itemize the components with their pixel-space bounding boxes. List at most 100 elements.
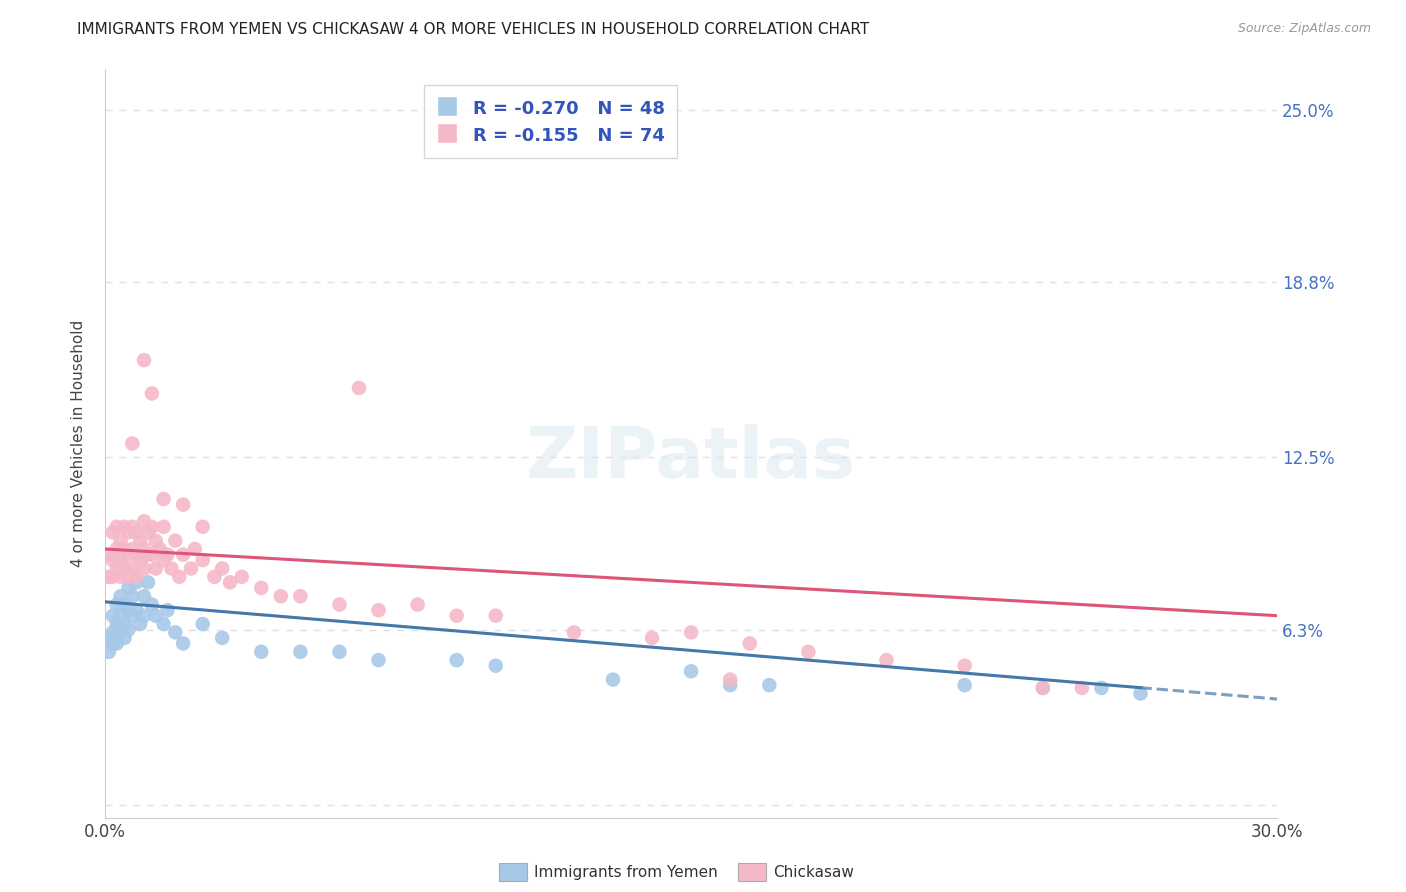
- Point: [129, 617, 152, 632]
- Point: [141, 548, 163, 562]
- Point: [156, 603, 179, 617]
- Point: [136, 548, 159, 562]
- Text: Source: ZipAtlas.com: Source: ZipAtlas.com: [1237, 22, 1371, 36]
- Point: [101, 625, 124, 640]
- Point: [758, 678, 780, 692]
- Point: [97, 548, 120, 562]
- Point: [1032, 681, 1054, 695]
- Point: [562, 625, 585, 640]
- Point: [121, 542, 143, 557]
- Point: [156, 548, 179, 562]
- Point: [160, 561, 183, 575]
- Point: [953, 678, 976, 692]
- Point: [165, 533, 187, 548]
- Point: [105, 542, 128, 557]
- Point: [367, 653, 389, 667]
- Point: [152, 520, 174, 534]
- Point: [145, 608, 167, 623]
- Point: [797, 645, 820, 659]
- Point: [110, 589, 132, 603]
- Point: [117, 570, 139, 584]
- Point: [132, 608, 155, 623]
- Point: [347, 381, 370, 395]
- Point: [129, 533, 152, 548]
- Point: [211, 561, 233, 575]
- Point: [485, 608, 508, 623]
- Text: IMMIGRANTS FROM YEMEN VS CHICKASAW 4 OR MORE VEHICLES IN HOUSEHOLD CORRELATION C: IMMIGRANTS FROM YEMEN VS CHICKASAW 4 OR …: [77, 22, 869, 37]
- Point: [125, 548, 148, 562]
- Point: [184, 542, 207, 557]
- Point: [114, 542, 136, 557]
- Point: [172, 636, 194, 650]
- Point: [114, 598, 136, 612]
- Point: [121, 520, 143, 534]
- Point: [114, 617, 136, 632]
- Point: [125, 525, 148, 540]
- Point: [152, 553, 174, 567]
- Point: [141, 386, 163, 401]
- Point: [110, 533, 132, 548]
- Point: [117, 581, 139, 595]
- Point: [231, 570, 253, 584]
- Point: [117, 603, 139, 617]
- Point: [121, 589, 143, 603]
- Point: [211, 631, 233, 645]
- Point: [152, 491, 174, 506]
- Legend: R = -0.270   N = 48, R = -0.155   N = 74: R = -0.270 N = 48, R = -0.155 N = 74: [423, 85, 678, 159]
- Point: [110, 570, 132, 584]
- Point: [718, 678, 741, 692]
- Point: [485, 658, 508, 673]
- Point: [367, 603, 389, 617]
- Point: [114, 520, 136, 534]
- Point: [141, 598, 163, 612]
- Point: [121, 561, 143, 575]
- Point: [105, 561, 128, 575]
- Text: Chickasaw: Chickasaw: [773, 865, 855, 880]
- Point: [641, 631, 664, 645]
- Point: [602, 673, 624, 687]
- Point: [328, 645, 350, 659]
- Point: [202, 570, 225, 584]
- Point: [121, 436, 143, 450]
- Point: [953, 658, 976, 673]
- Point: [105, 631, 128, 645]
- Point: [406, 598, 429, 612]
- Point: [101, 570, 124, 584]
- Point: [738, 636, 761, 650]
- Point: [117, 623, 139, 637]
- Point: [180, 561, 202, 575]
- Point: [110, 553, 132, 567]
- Text: Immigrants from Yemen: Immigrants from Yemen: [534, 865, 718, 880]
- Point: [191, 553, 214, 567]
- Point: [110, 608, 132, 623]
- Point: [105, 598, 128, 612]
- Point: [1032, 681, 1054, 695]
- Point: [105, 520, 128, 534]
- Point: [97, 645, 120, 659]
- Point: [172, 498, 194, 512]
- Point: [290, 645, 312, 659]
- Point: [110, 623, 132, 637]
- Point: [1070, 681, 1092, 695]
- Point: [117, 548, 139, 562]
- Point: [101, 608, 124, 623]
- Point: [219, 575, 242, 590]
- Point: [132, 514, 155, 528]
- Point: [105, 636, 128, 650]
- Point: [165, 625, 187, 640]
- Point: [117, 525, 139, 540]
- Point: [328, 598, 350, 612]
- Point: [125, 603, 148, 617]
- Point: [132, 589, 155, 603]
- Point: [136, 575, 159, 590]
- Point: [129, 553, 152, 567]
- Point: [718, 673, 741, 687]
- Point: [681, 625, 703, 640]
- Point: [114, 631, 136, 645]
- Point: [250, 645, 273, 659]
- Text: ZIPatlas: ZIPatlas: [526, 424, 856, 493]
- Point: [191, 617, 214, 632]
- Point: [114, 561, 136, 575]
- Point: [191, 520, 214, 534]
- Point: [101, 553, 124, 567]
